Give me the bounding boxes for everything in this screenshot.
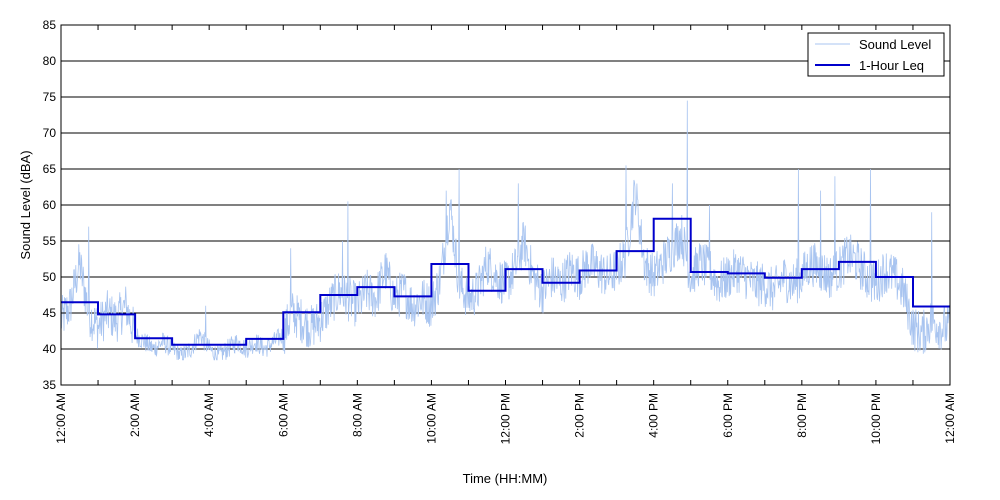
legend: Sound Level 1-Hour Leq bbox=[807, 32, 945, 77]
x-tick-label: 10:00 AM bbox=[424, 393, 438, 444]
x-tick-label: 8:00 AM bbox=[350, 393, 364, 437]
y-tick-label: 35 bbox=[43, 378, 57, 392]
y-tick-label: 45 bbox=[43, 306, 57, 320]
x-axis-label: Time (HH:MM) bbox=[463, 471, 548, 486]
y-tick-label: 50 bbox=[43, 270, 57, 284]
sound-level-line bbox=[60, 100, 951, 361]
leq-step-line bbox=[61, 217, 950, 346]
y-tick-label: 80 bbox=[43, 54, 57, 68]
y-axis-label: Sound Level (dBA) bbox=[18, 150, 33, 259]
x-tick-label: 12:00 PM bbox=[499, 393, 513, 444]
x-tick-label: 4:00 PM bbox=[647, 393, 661, 438]
leq-series bbox=[61, 217, 950, 346]
y-tick-label: 85 bbox=[43, 18, 57, 32]
y-gridlines bbox=[61, 60, 950, 350]
y-tick-label: 70 bbox=[43, 126, 57, 140]
x-tick-label: 12:00 AM bbox=[54, 393, 68, 444]
x-tick-label: 6:00 PM bbox=[721, 393, 735, 438]
y-tick-label: 60 bbox=[43, 198, 57, 212]
x-tick-label: 4:00 AM bbox=[202, 393, 216, 437]
legend-box bbox=[807, 32, 945, 77]
y-tick-label: 65 bbox=[43, 162, 57, 176]
y-tick-label: 55 bbox=[43, 234, 57, 248]
x-tick-label: 2:00 PM bbox=[573, 393, 587, 438]
sound-level-series bbox=[60, 100, 951, 361]
y-axis-ticks: 35 40 45 50 55 60 65 70 75 80 85 bbox=[43, 18, 950, 392]
x-tick-label: 12:00 AM bbox=[943, 393, 957, 444]
x-tick-label: 8:00 PM bbox=[795, 393, 809, 438]
x-tick-label: 10:00 PM bbox=[869, 393, 883, 444]
x-tick-label: 2:00 AM bbox=[128, 393, 142, 437]
legend-label-sound-level: Sound Level bbox=[859, 37, 931, 52]
legend-label-leq: 1-Hour Leq bbox=[859, 58, 924, 73]
y-tick-label: 75 bbox=[43, 90, 57, 104]
y-tick-label: 40 bbox=[43, 342, 57, 356]
x-axis-ticks: 12:00 AM 2:00 AM 4:00 AM 6:00 AM 8:00 AM 10:0… bbox=[54, 25, 957, 444]
x-tick-label: 6:00 AM bbox=[276, 393, 290, 437]
